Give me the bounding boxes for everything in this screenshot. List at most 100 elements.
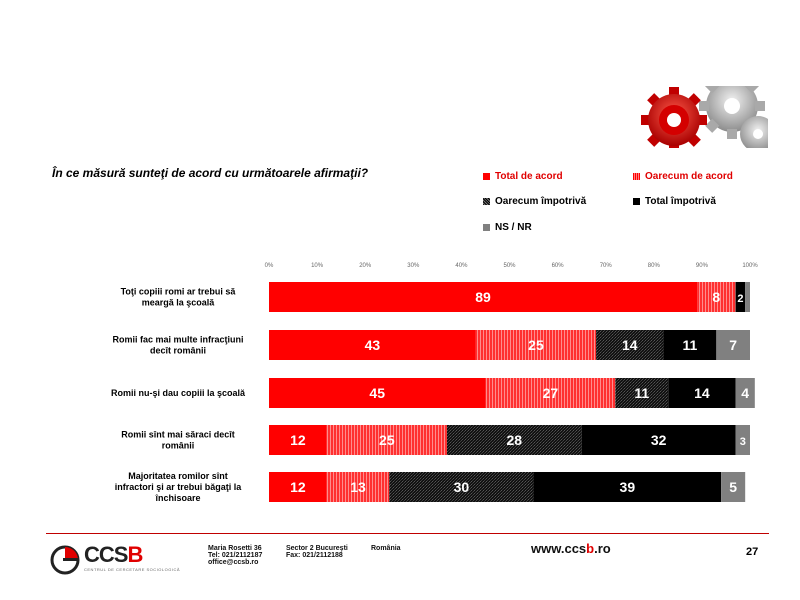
x-tick-label: 70% bbox=[600, 263, 613, 269]
bar-segment bbox=[389, 472, 534, 502]
x-tick-label: 80% bbox=[648, 263, 661, 269]
website-link[interactable]: www.ccsb.ro bbox=[531, 541, 611, 556]
data-label: 11 bbox=[634, 385, 649, 401]
x-tick-label: 50% bbox=[503, 263, 516, 269]
x-tick-label: 0% bbox=[265, 263, 274, 269]
bar-segment bbox=[581, 425, 736, 455]
data-label: 30 bbox=[454, 479, 470, 495]
legend-swatch bbox=[633, 173, 640, 180]
bar-segment bbox=[269, 425, 327, 455]
stacked-bar-chart: 0% 10% 20% 30% 40% 50% 60% 70% 80% 90% 100% Toţi co… bbox=[111, 263, 758, 503]
bar-segment bbox=[663, 330, 717, 360]
address-col-1: Maria Rosetti 36 Tel: 021/2112187 office… bbox=[208, 545, 262, 566]
data-label: 5 bbox=[729, 479, 737, 495]
bar-segment bbox=[485, 378, 616, 408]
bar-segment bbox=[269, 472, 327, 502]
data-label: 25 bbox=[528, 337, 544, 353]
bar-segment bbox=[668, 378, 736, 408]
legend-swatch bbox=[483, 198, 490, 205]
logo-subtitle: CENTRUL DE CERCETARE SOCIOLOGICĂ bbox=[84, 567, 181, 572]
legend-label: Total de acord bbox=[495, 171, 563, 182]
legend-item: NS / NR bbox=[483, 222, 532, 233]
address-email: office@ccsb.ro bbox=[208, 559, 259, 566]
address-street: Maria Rosetti 36 bbox=[208, 545, 262, 552]
legend-item: Total de acord bbox=[483, 171, 563, 182]
bar-segment bbox=[326, 472, 390, 502]
data-label: 32 bbox=[651, 432, 667, 448]
data-label: 14 bbox=[694, 385, 710, 401]
bar-segment bbox=[615, 378, 669, 408]
data-label: 13 bbox=[350, 479, 366, 495]
data-label: 39 bbox=[620, 479, 636, 495]
data-label: 12 bbox=[290, 479, 306, 495]
bar-segment bbox=[735, 378, 755, 408]
data-label: 11 bbox=[682, 337, 697, 353]
address-col-2: Sector 2 Bucureşti Fax: 021/2112188 bbox=[286, 545, 348, 559]
category-label: Romii nu-şi dau copiii la şcoală bbox=[111, 388, 246, 398]
legend-swatch bbox=[483, 173, 490, 180]
address-sector: Sector 2 Bucureşti bbox=[286, 545, 348, 552]
bar-segment bbox=[269, 330, 476, 360]
address-col-3: România bbox=[371, 545, 401, 552]
legend-item: Total împotrivă bbox=[633, 196, 716, 207]
bar-segment bbox=[269, 378, 486, 408]
data-label: 3 bbox=[740, 436, 746, 448]
data-label: 14 bbox=[622, 337, 638, 353]
legend-label: Total împotrivă bbox=[645, 196, 716, 207]
data-label: 7 bbox=[729, 337, 737, 353]
website-prefix: www.ccs bbox=[531, 541, 587, 556]
x-tick-label: 30% bbox=[407, 263, 420, 269]
legend-item: Oarecum de acord bbox=[633, 171, 733, 182]
x-tick-label: 10% bbox=[311, 263, 324, 269]
website-accent: b bbox=[586, 541, 595, 556]
bar-segment bbox=[735, 425, 750, 455]
data-label: 25 bbox=[379, 432, 395, 448]
bar-segment bbox=[269, 282, 698, 312]
x-tick-label: 40% bbox=[455, 263, 468, 269]
data-label: 8 bbox=[712, 289, 720, 305]
bar-segment bbox=[697, 282, 736, 312]
bar-segment bbox=[533, 472, 722, 502]
x-tick-label: 60% bbox=[552, 263, 565, 269]
data-label: 2 bbox=[737, 293, 743, 305]
page-number: 27 bbox=[746, 546, 759, 558]
website-suffix: .ro bbox=[594, 541, 611, 556]
survey-question: În ce măsură sunteţi de acord cu următoa… bbox=[52, 166, 369, 180]
bar-segment bbox=[326, 425, 447, 455]
bar-segment bbox=[446, 425, 582, 455]
legend-label: Oarecum de acord bbox=[645, 171, 733, 182]
x-tick-label: 100% bbox=[742, 263, 758, 269]
gears-image bbox=[632, 86, 768, 148]
x-tick-label: 90% bbox=[696, 263, 709, 269]
category-label: Romii fac mai multe infracţiuni decît rom… bbox=[112, 335, 243, 356]
category-label: Toţi copiii romi ar trebui să meargă la ş… bbox=[121, 287, 237, 308]
data-label: 45 bbox=[369, 385, 385, 401]
legend-swatch bbox=[633, 198, 640, 205]
address-tel: Tel: 021/2112187 bbox=[208, 552, 263, 559]
bar-segment bbox=[475, 330, 597, 360]
data-label: 43 bbox=[365, 337, 381, 353]
category-label: Majoritatea romilor sînt infractori şi ar… bbox=[115, 471, 243, 503]
bar-segment bbox=[745, 282, 750, 312]
legend-swatch bbox=[483, 224, 490, 231]
data-label: 4 bbox=[741, 385, 749, 401]
bar-segment bbox=[596, 330, 664, 360]
bar-segment bbox=[716, 330, 750, 360]
address-country: România bbox=[371, 545, 401, 552]
data-label: 27 bbox=[543, 385, 559, 401]
logo-wordmark: CCSB bbox=[84, 542, 143, 567]
bar-segment bbox=[721, 472, 746, 502]
data-label: 89 bbox=[475, 289, 491, 305]
data-label: 12 bbox=[290, 432, 306, 448]
ccsb-logo: CCSB CENTRUL DE CERCETARE SOCIOLOGICĂ bbox=[50, 542, 180, 576]
category-label: Romii sînt mai săraci decît românii bbox=[121, 430, 235, 451]
logo-mark-icon bbox=[50, 545, 80, 575]
legend-label: NS / NR bbox=[495, 222, 532, 233]
legend-label: Oarecum împotrivă bbox=[495, 196, 587, 207]
legend-item: Oarecum împotrivă bbox=[483, 196, 586, 207]
data-label: 28 bbox=[507, 432, 523, 448]
footer-divider bbox=[46, 533, 769, 534]
bar-segment bbox=[735, 282, 746, 312]
address-fax: Fax: 021/2112188 bbox=[286, 552, 343, 559]
x-tick-label: 20% bbox=[359, 263, 372, 269]
